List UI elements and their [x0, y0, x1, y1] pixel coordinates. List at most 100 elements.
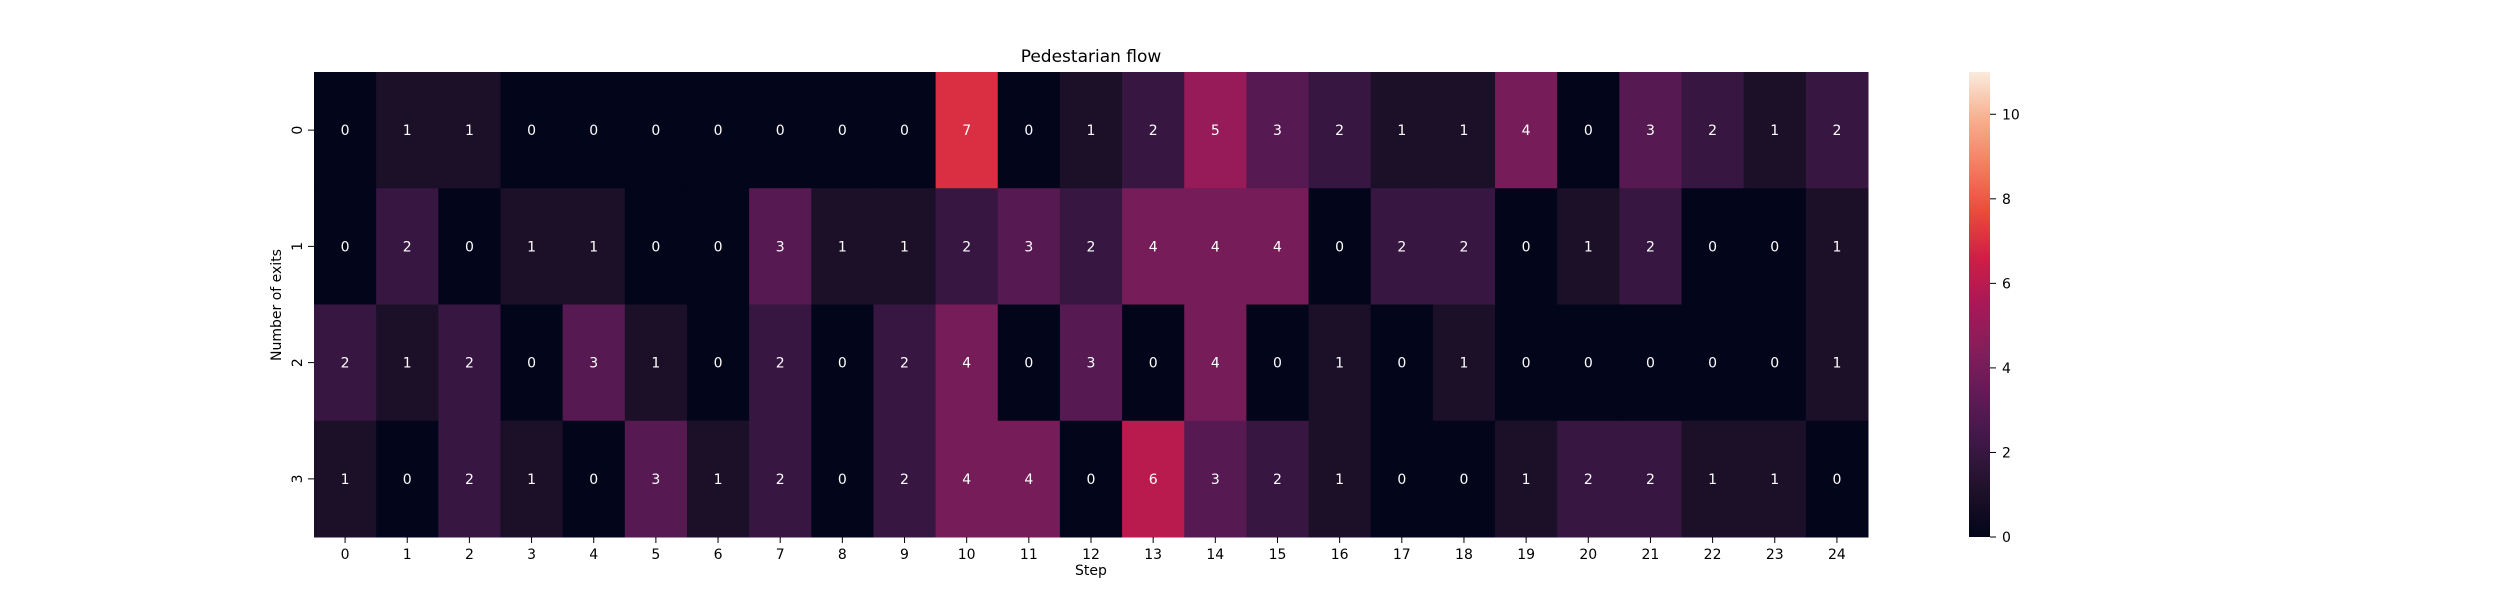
heatmap-cell	[376, 188, 439, 305]
colorbar-tick-label: 6	[2002, 276, 2011, 292]
heatmap-cell	[1246, 72, 1310, 189]
heatmap-cell	[1122, 188, 1185, 305]
heatmap-cell	[1184, 188, 1247, 305]
cell-value-label: 2	[1087, 239, 1096, 255]
cell-value-label: 0	[651, 239, 660, 255]
cell-value-label: 0	[1584, 356, 1593, 372]
heatmap-cell	[1557, 72, 1620, 189]
heatmap-cell	[1059, 188, 1123, 305]
cell-value-labels: 0 1 1 0 0 0 0 0 0 0 7 0 1 2 5 3 2 1 1 4 0 3 2 1 2 0 2 0 1 1 0 0 3 1 1 2 3 2 4 4…	[341, 123, 1842, 488]
heatmap-cell	[1432, 304, 1496, 422]
y-axis: 0 1 2 3	[290, 126, 314, 483]
heatmap-cell	[1805, 188, 1869, 305]
cell-value-label: 0	[1708, 239, 1717, 255]
heatmap-cell	[1681, 72, 1745, 189]
heatmap-cell	[1495, 188, 1558, 305]
x-tick-label: 15	[1269, 547, 1287, 563]
heatmap-cell	[1308, 72, 1372, 189]
cell-value-label: 3	[1087, 356, 1096, 372]
heatmap-cell	[500, 72, 564, 189]
heatmap-cell	[686, 72, 750, 189]
y-axis-label: Number of exits	[269, 249, 285, 361]
x-tick-label: 21	[1642, 547, 1660, 563]
cell-value-label: 1	[527, 239, 536, 255]
cell-value-label: 2	[1646, 472, 1655, 488]
cell-value-label: 1	[1335, 472, 1344, 488]
heatmap-cell	[811, 188, 874, 305]
cell-value-label: 2	[403, 239, 412, 255]
cell-value-label: 3	[589, 356, 598, 372]
heatmap-cell	[1246, 420, 1310, 538]
heatmap-cell	[811, 72, 874, 189]
cell-value-label: 3	[1273, 123, 1282, 139]
colorbar-tick-label: 10	[2002, 107, 2020, 123]
x-tick-label: 13	[1144, 547, 1162, 563]
x-tick-label: 8	[838, 547, 847, 563]
chart-title: Pedestarian flow	[1021, 47, 1162, 67]
y-tick-label: 0	[290, 126, 306, 135]
cell-value-label: 0	[1087, 472, 1096, 488]
x-tick-label: 10	[958, 547, 976, 563]
cell-value-label: 0	[1646, 356, 1655, 372]
cell-value-label: 0	[341, 239, 350, 255]
x-axis: 0 1 2 3 4 5 6 7 8 9 10 11 12 13 14 15 16 17 18 19 20 21 22 23 24	[341, 537, 1846, 563]
heatmap-cell	[873, 188, 937, 305]
cell-value-label: 0	[403, 472, 412, 488]
heatmap-cell	[562, 72, 626, 189]
heatmap-cell	[624, 188, 688, 305]
cell-value-label: 0	[1024, 123, 1033, 139]
y-tick-label: 1	[290, 242, 306, 251]
heatmap-cell	[749, 188, 812, 305]
cell-value-label: 1	[1087, 123, 1096, 139]
heatmap-cell	[1619, 72, 1683, 189]
x-tick-label: 5	[651, 547, 660, 563]
colorbar	[1969, 72, 1990, 537]
y-tick-label: 3	[290, 474, 306, 483]
heatmap-cell	[1619, 304, 1683, 422]
cell-value-label: 4	[1522, 123, 1531, 139]
heatmap-cell	[997, 304, 1061, 422]
heatmap-cell	[562, 188, 626, 305]
heatmap-cell	[811, 304, 874, 422]
heatmap-cell	[1246, 304, 1310, 422]
cell-value-label: 0	[1024, 356, 1033, 372]
cell-value-label: 2	[1646, 239, 1655, 255]
x-tick-label: 18	[1455, 547, 1473, 563]
heatmap-cell	[749, 304, 812, 422]
heatmap-cell	[1681, 420, 1745, 538]
heatmap-cell	[1743, 188, 1807, 305]
heatmap-cell	[1122, 420, 1185, 538]
cell-value-label: 1	[1459, 356, 1468, 372]
heatmap-cell	[873, 420, 937, 538]
heatmap-cell	[438, 304, 501, 422]
cell-value-label: 1	[527, 472, 536, 488]
cell-value-label: 1	[1459, 123, 1468, 139]
cell-value-label: 4	[962, 472, 971, 488]
x-tick-label: 9	[900, 547, 909, 563]
cell-value-label: 0	[1397, 472, 1406, 488]
cell-value-label: 0	[1459, 472, 1468, 488]
cell-value-label: 2	[1832, 123, 1841, 139]
cell-value-label: 1	[403, 123, 412, 139]
cell-value-label: 0	[465, 239, 474, 255]
cell-value-label: 1	[341, 472, 350, 488]
heatmap-cell	[1681, 304, 1745, 422]
cell-value-label: 3	[1211, 472, 1220, 488]
heatmap-cell	[314, 72, 377, 189]
cell-value-label: 0	[1770, 356, 1779, 372]
heatmap-cell	[1184, 304, 1247, 422]
heatmap-cell	[935, 420, 999, 538]
cell-value-label: 1	[1522, 472, 1531, 488]
heatmap-cell	[1805, 420, 1869, 538]
cell-value-label: 4	[1211, 356, 1220, 372]
cell-value-label: 0	[1832, 472, 1841, 488]
cell-value-label: 2	[1397, 239, 1406, 255]
cell-value-label: 0	[900, 123, 909, 139]
heatmap-cell	[314, 420, 377, 538]
x-tick-label: 19	[1517, 547, 1535, 563]
cell-value-label: 5	[1211, 123, 1220, 139]
cell-value-label: 1	[714, 472, 723, 488]
heatmap-cell	[438, 420, 501, 538]
cell-value-label: 3	[651, 472, 660, 488]
